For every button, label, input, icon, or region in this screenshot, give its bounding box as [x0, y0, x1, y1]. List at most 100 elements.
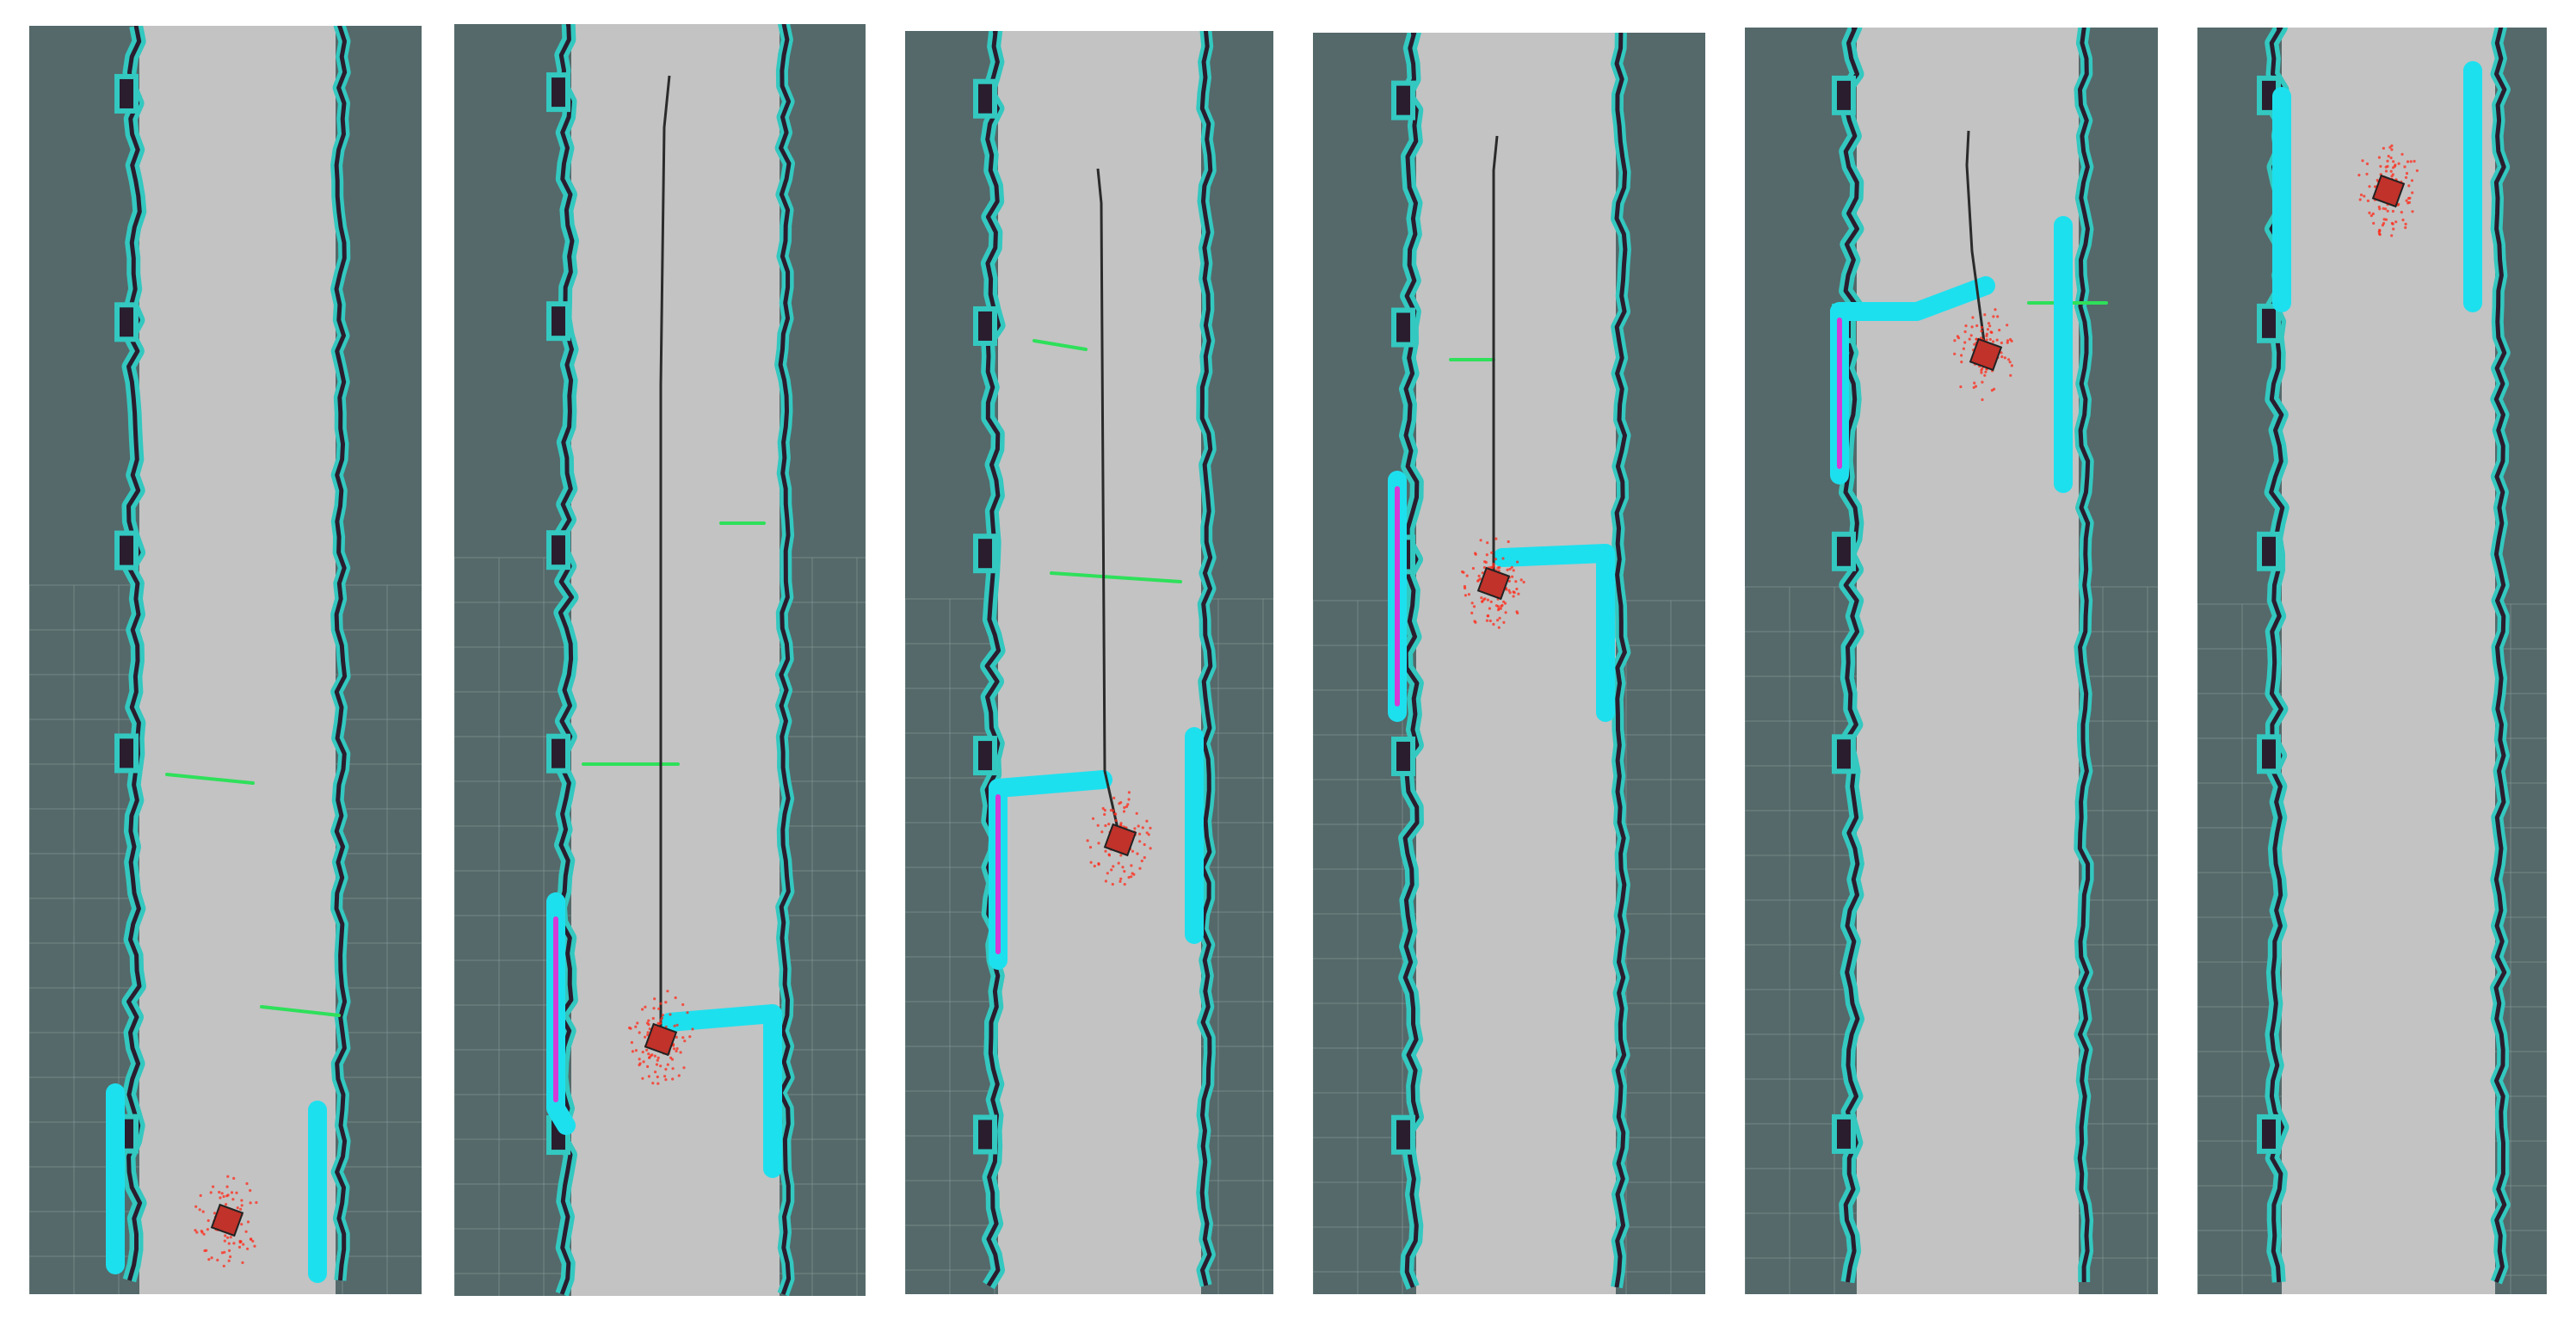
- particle: [1091, 817, 1095, 820]
- particle: [1988, 337, 1992, 342]
- particle: [1119, 823, 1122, 827]
- particle: [1514, 580, 1518, 583]
- particle: [2378, 229, 2382, 232]
- particle: [638, 1064, 641, 1067]
- particle: [2358, 198, 2362, 201]
- particle: [641, 1076, 644, 1080]
- particle: [2410, 179, 2414, 182]
- wall-notch: [1832, 734, 1856, 774]
- particle: [2409, 160, 2413, 163]
- particle: [1985, 338, 1988, 342]
- particle: [1480, 596, 1483, 600]
- particle: [651, 1016, 655, 1021]
- particle: [683, 1039, 687, 1043]
- particle: [1100, 830, 1104, 834]
- particle: [227, 1242, 231, 1245]
- particle: [1130, 875, 1133, 879]
- particle: [2007, 358, 2011, 361]
- wall-right: [2493, 28, 2507, 1283]
- particle: [1492, 564, 1495, 568]
- particle: [1494, 537, 1498, 540]
- particle: [229, 1255, 232, 1259]
- free-corridor: [1416, 33, 1616, 1294]
- particle: [2392, 227, 2395, 231]
- map-panel-3: [905, 31, 1273, 1294]
- particle: [675, 1047, 679, 1051]
- particle: [1486, 614, 1489, 618]
- particle: [226, 1175, 230, 1178]
- particle: [1501, 603, 1504, 608]
- particle: [1097, 842, 1100, 845]
- particle: [245, 1181, 249, 1186]
- particle: [2389, 170, 2393, 173]
- particle: [670, 1058, 675, 1061]
- robot-footprint: [2371, 174, 2406, 208]
- particle: [1114, 818, 1118, 823]
- particle: [1969, 334, 1973, 337]
- map-panel-2: [454, 24, 866, 1296]
- particle: [1507, 540, 1510, 544]
- particle: [1119, 877, 1123, 880]
- particle: [675, 1023, 679, 1027]
- particle: [1519, 578, 1523, 582]
- wall-notch: [1832, 75, 1856, 115]
- map-view: [2197, 28, 2547, 1294]
- particle: [2382, 222, 2386, 225]
- particle: [1975, 324, 1979, 328]
- particle: [630, 1040, 633, 1045]
- particle: [1963, 341, 1967, 344]
- particle: [638, 1058, 641, 1061]
- particle: [1103, 812, 1106, 817]
- particle: [1482, 565, 1486, 570]
- particle: [1953, 339, 1957, 342]
- particle: [1101, 806, 1105, 811]
- particle: [1107, 823, 1111, 826]
- wall-notch: [973, 305, 997, 346]
- particle: [1109, 809, 1112, 812]
- particle: [2382, 218, 2386, 221]
- particle: [249, 1201, 252, 1205]
- particle: [682, 1066, 686, 1070]
- particle: [655, 1063, 658, 1066]
- particle: [1106, 872, 1109, 875]
- particle: [1481, 571, 1484, 575]
- particle: [1485, 553, 1488, 557]
- particle: [647, 1052, 650, 1056]
- map-panel-4: [1313, 33, 1705, 1294]
- particle: [1983, 313, 1987, 317]
- particle: [253, 1244, 256, 1248]
- particle: [210, 1256, 213, 1260]
- particle: [198, 1208, 201, 1212]
- particle: [653, 997, 656, 1001]
- laser-scan: [165, 773, 255, 785]
- particle: [2000, 341, 2003, 345]
- particle: [223, 1239, 226, 1243]
- particle: [220, 1251, 224, 1255]
- map-panel-1: [29, 26, 422, 1294]
- particle: [1979, 336, 1983, 340]
- particle: [628, 1026, 632, 1030]
- particle: [1119, 879, 1122, 883]
- particle: [1983, 373, 1987, 377]
- particle: [658, 1022, 662, 1026]
- particle: [1122, 810, 1126, 813]
- particle: [200, 1231, 204, 1234]
- particle: [1496, 605, 1500, 608]
- particle: [1498, 616, 1501, 620]
- wall-right: [778, 24, 792, 1295]
- particle: [205, 1249, 208, 1252]
- wall-notch: [546, 530, 570, 571]
- particle: [646, 1031, 650, 1034]
- particle: [1136, 852, 1139, 855]
- particle: [1995, 338, 1999, 342]
- particle: [1996, 315, 2000, 318]
- particle: [2407, 196, 2411, 200]
- particle: [1980, 371, 1983, 374]
- particle: [1971, 316, 1975, 319]
- particle: [244, 1230, 248, 1233]
- particle: [1960, 361, 1963, 364]
- particle: [222, 1194, 225, 1199]
- particle: [1956, 335, 1959, 338]
- map-view: [454, 24, 866, 1296]
- particle: [246, 1220, 250, 1224]
